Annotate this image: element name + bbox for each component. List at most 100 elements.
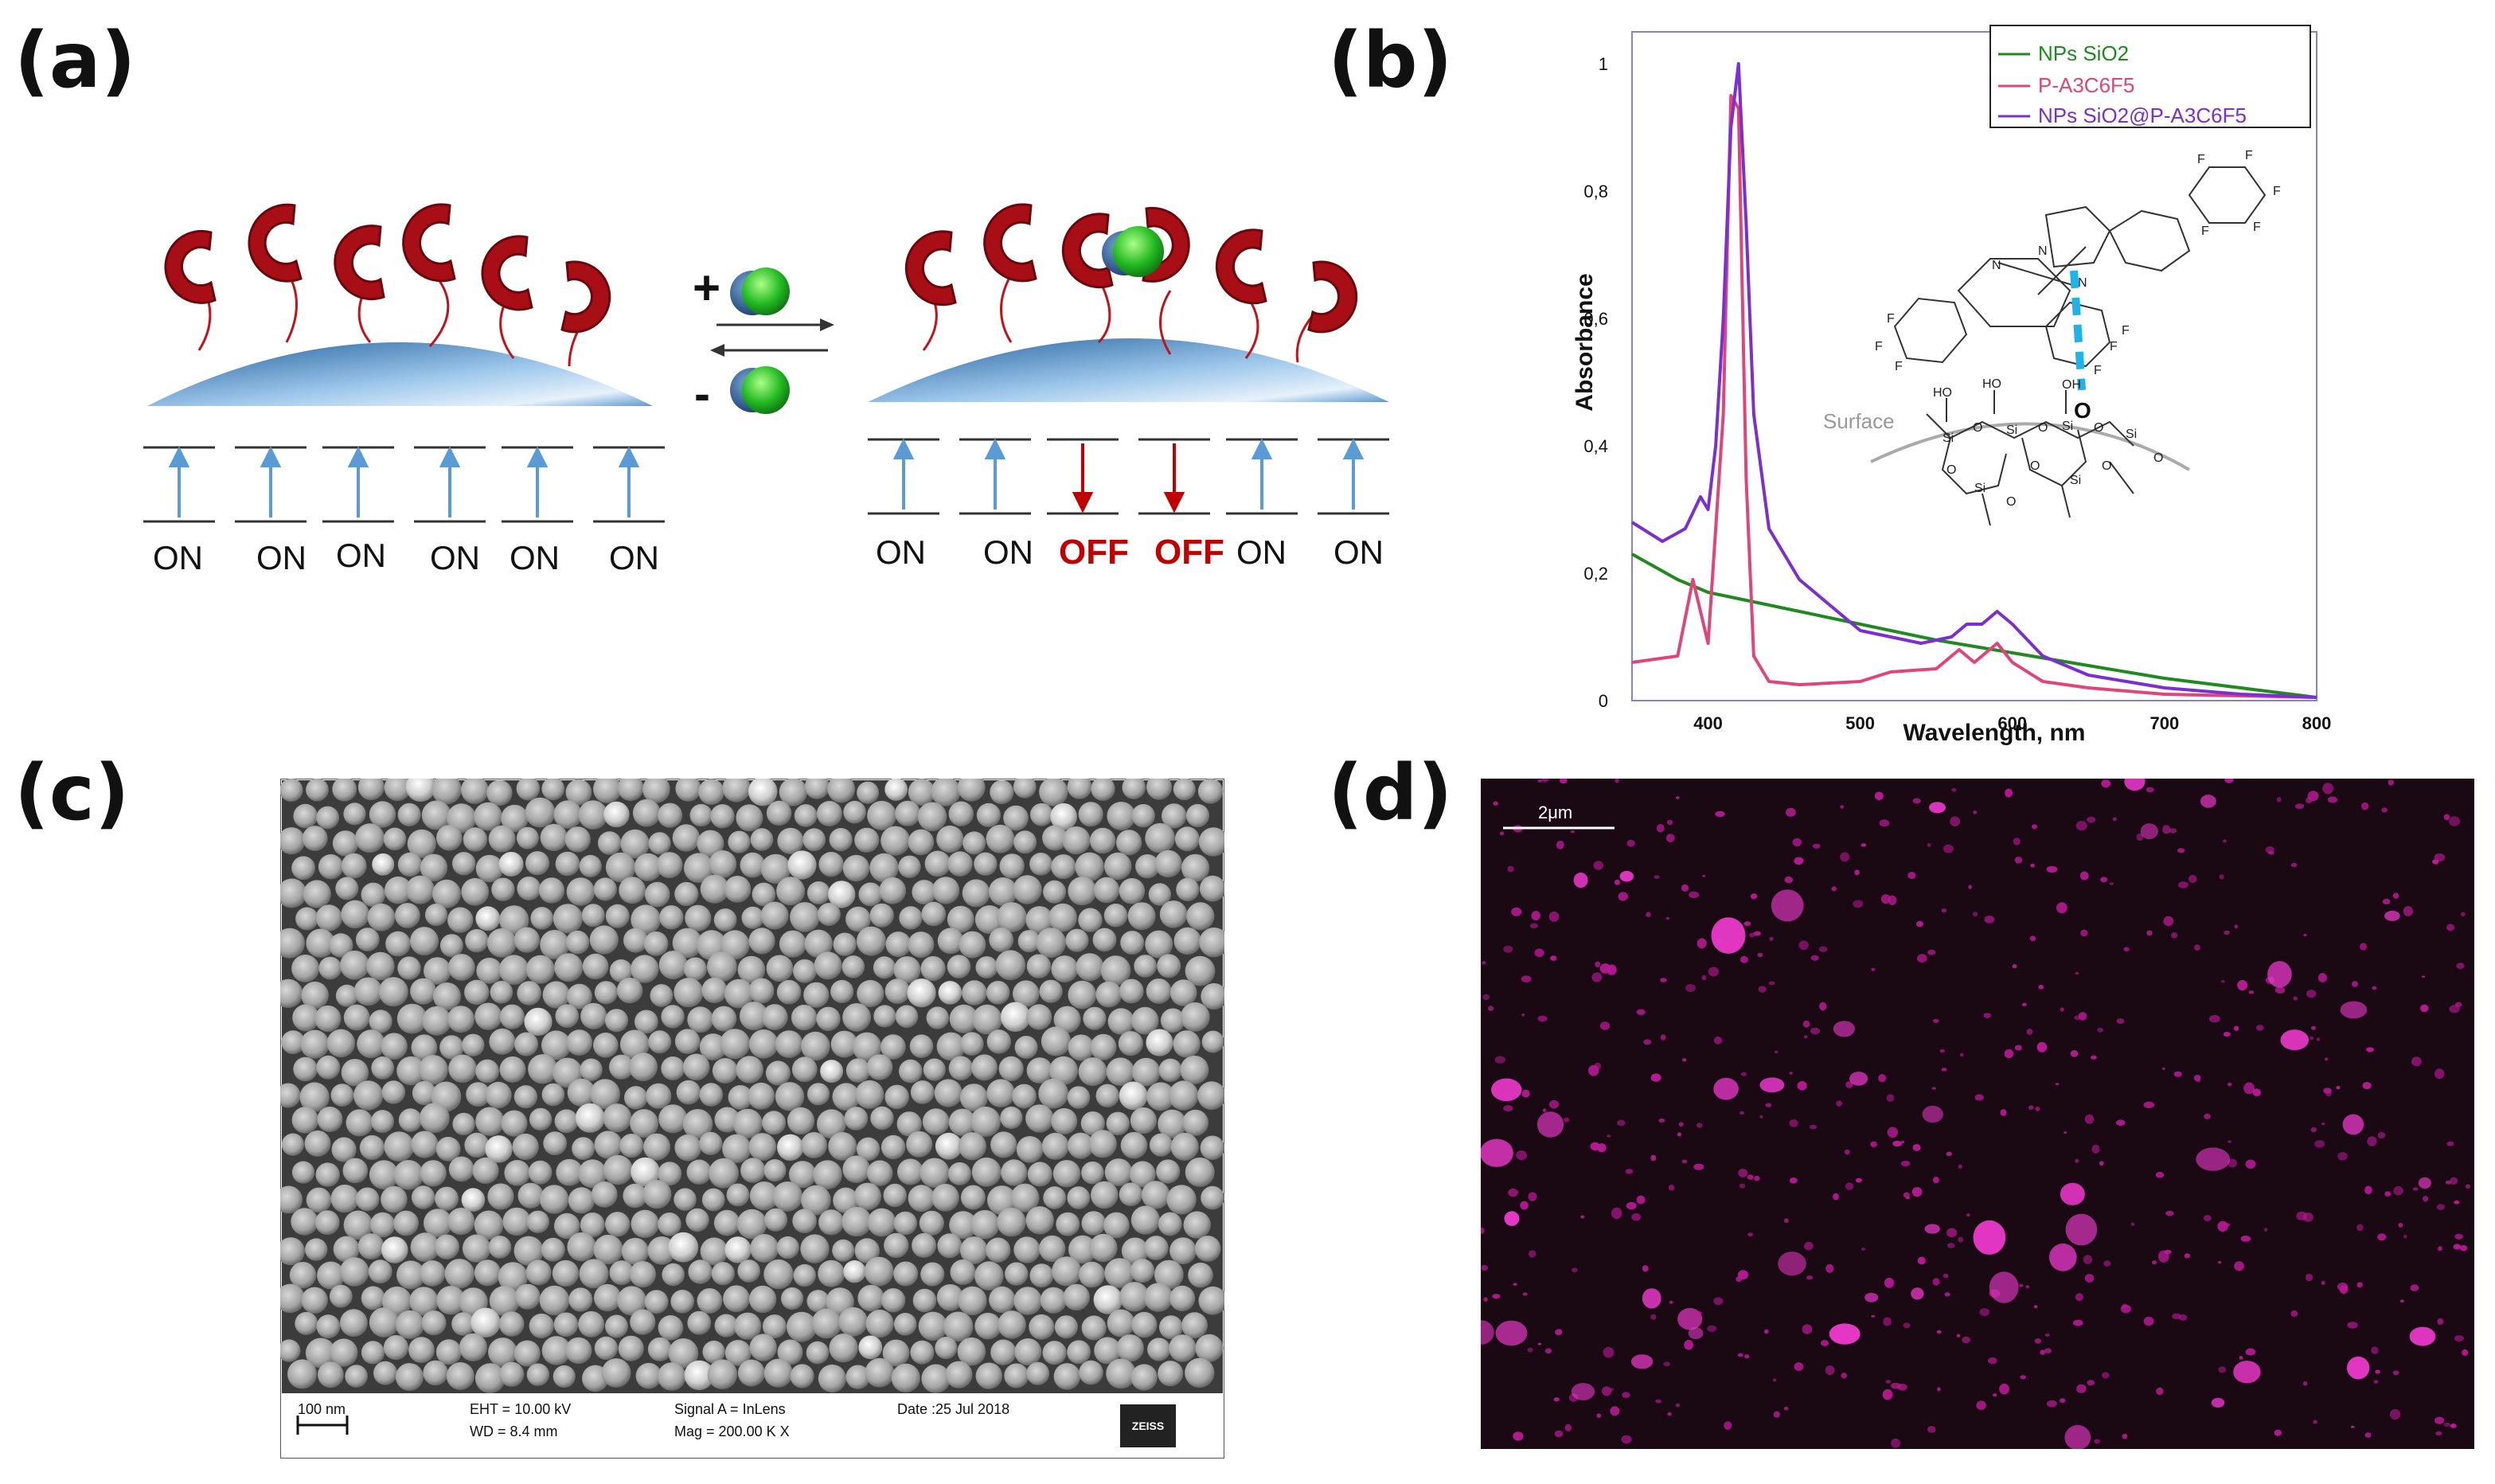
fluo-particle xyxy=(1713,1297,1724,1306)
fluo-particle xyxy=(1665,834,1675,842)
fluo-particle xyxy=(1677,1132,1682,1137)
fluo-particle xyxy=(1958,1236,1964,1243)
sem-particle xyxy=(818,1259,845,1287)
sem-particle xyxy=(580,1213,605,1237)
sem-particle xyxy=(852,1032,882,1062)
fluo-particle xyxy=(2423,1196,2429,1202)
sem-particle xyxy=(359,1134,385,1161)
fluo-particle xyxy=(2177,881,2188,888)
fluo-particle xyxy=(2075,971,2079,975)
sem-particle xyxy=(958,1132,986,1161)
sem-particle xyxy=(1079,1261,1105,1288)
sem-particle xyxy=(554,1109,579,1134)
sem-particle xyxy=(502,1207,531,1236)
fluo-particle xyxy=(1697,938,1707,949)
fluo-particle xyxy=(1973,810,1978,814)
sem-particle xyxy=(326,1029,356,1058)
sem-particle xyxy=(762,1314,787,1339)
fluo-particle xyxy=(2004,1049,2014,1059)
sem-particle xyxy=(317,1261,346,1290)
energy-levels-left xyxy=(143,446,665,523)
sem-particle xyxy=(806,881,830,904)
fluo-particle xyxy=(2234,1261,2244,1271)
sem-particle xyxy=(489,1286,520,1316)
fluo-particle xyxy=(1757,952,1763,958)
sem-particle xyxy=(316,1055,341,1080)
sem-particle xyxy=(554,953,584,982)
sem-particle xyxy=(910,1340,935,1365)
svg-text:OH: OH xyxy=(2062,378,2081,392)
svg-text:N: N xyxy=(1992,259,2001,272)
sem-particle xyxy=(1039,979,1063,1003)
sem-particle xyxy=(960,1032,984,1056)
sem-particle xyxy=(734,1312,762,1340)
fluo-particle xyxy=(1933,1018,1939,1023)
sem-particle xyxy=(899,1059,923,1084)
sem-particle xyxy=(947,955,971,978)
fluo-particle xyxy=(1560,779,1568,784)
sem-particle xyxy=(724,1340,752,1366)
x-tick-label: 800 xyxy=(2302,713,2332,733)
sem-particle xyxy=(936,1284,964,1311)
fluo-particle xyxy=(2294,803,2305,810)
sem-particle xyxy=(517,877,541,900)
fluo-particle xyxy=(1492,1294,1501,1299)
state-left-1: ON xyxy=(153,539,203,576)
sem-particle xyxy=(1065,928,1089,952)
fluorescence-micrograph xyxy=(1481,779,2474,1449)
fluo-particle xyxy=(2434,1416,2445,1424)
fluo-particle xyxy=(2443,814,2450,821)
fluo-particle xyxy=(1528,1250,1536,1258)
sem-particle xyxy=(538,877,565,904)
svg-text:HO: HO xyxy=(1933,386,1952,400)
fluo-particle xyxy=(2339,1285,2349,1295)
fluo-particle xyxy=(1993,1393,1997,1397)
sem-particle xyxy=(995,950,1026,981)
fluo-particle xyxy=(2450,1423,2457,1428)
fluo-particle xyxy=(1481,1265,1489,1271)
sem-particle xyxy=(475,1059,499,1084)
fluo-particle xyxy=(1636,1195,1646,1205)
fluo-particle xyxy=(1973,1220,2006,1255)
sem-particle xyxy=(857,979,884,1008)
sem-particle xyxy=(668,1232,699,1263)
sem-particle xyxy=(410,1232,440,1262)
sem-particle xyxy=(895,1005,919,1029)
fluo-particle xyxy=(1631,1213,1641,1221)
receptor-right-6 xyxy=(1307,260,1358,334)
energy-levels-right xyxy=(868,438,1389,515)
fluo-particle xyxy=(2034,1338,2041,1344)
fluo-particle xyxy=(1573,873,1588,888)
fluo-particle xyxy=(1607,1134,1611,1138)
sem-particle xyxy=(555,851,580,877)
fluo-particle xyxy=(1946,1228,1958,1238)
sem-particle xyxy=(488,1338,517,1367)
sem-particle xyxy=(818,1364,846,1393)
sem-particle xyxy=(760,853,791,885)
fluo-particle xyxy=(1580,1215,1585,1219)
svg-text:F: F xyxy=(1895,360,1903,373)
fluo-particle xyxy=(1936,1330,1942,1334)
sem-particle xyxy=(529,1313,554,1339)
sem-particle xyxy=(945,1361,973,1388)
sem-particle xyxy=(474,1363,506,1394)
sem-particle xyxy=(873,1005,896,1028)
sem-particle xyxy=(974,1261,1004,1291)
sem-particle xyxy=(287,1359,317,1389)
svg-text:F: F xyxy=(2094,364,2102,377)
fluo-particle xyxy=(1809,1124,1818,1130)
fluo-particle xyxy=(1924,1224,1940,1234)
fluo-particle xyxy=(1932,1278,1940,1286)
fluo-particle xyxy=(2116,1018,2125,1024)
sem-particle xyxy=(498,1262,528,1292)
sem-particle xyxy=(316,1314,341,1339)
panel-letter-c: (c) xyxy=(14,748,130,838)
sem-particle xyxy=(986,981,1010,1005)
sem-particle xyxy=(801,1185,831,1216)
sem-particle xyxy=(658,1362,686,1391)
sem-particle xyxy=(906,1131,933,1158)
fluo-particle xyxy=(1789,1072,1793,1075)
fluo-particle xyxy=(2305,1273,2313,1282)
sem-particle xyxy=(526,1363,550,1386)
sem-particle xyxy=(1145,822,1175,853)
